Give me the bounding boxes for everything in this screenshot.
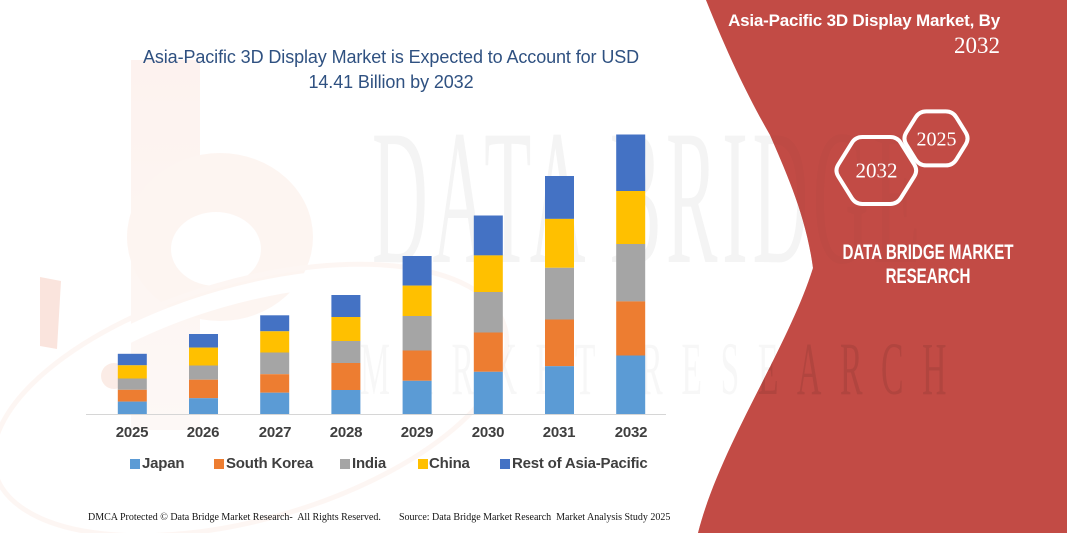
svg-text:2032: 2032 <box>856 159 898 183</box>
svg-text:2025: 2025 <box>917 129 957 151</box>
